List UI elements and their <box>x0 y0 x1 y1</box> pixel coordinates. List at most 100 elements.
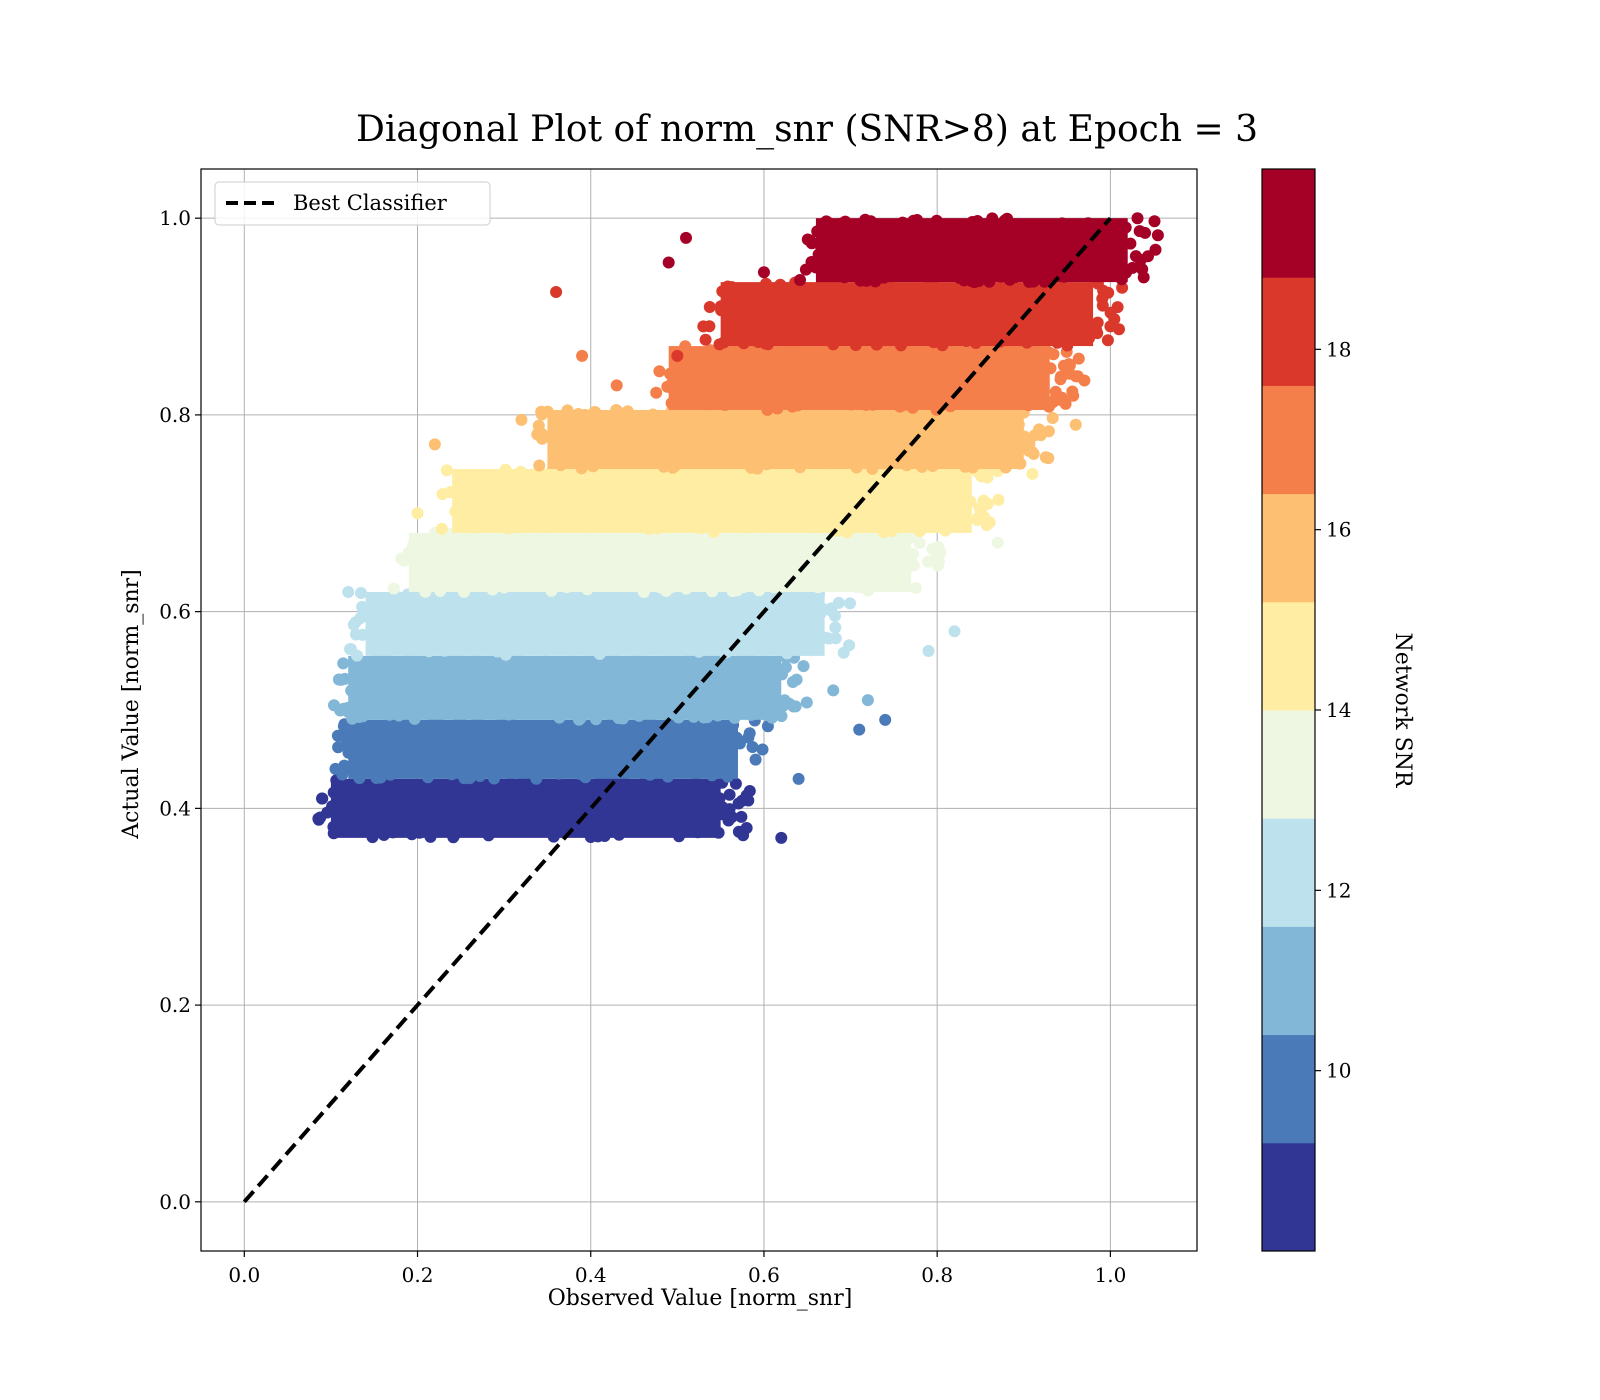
scatter-point <box>1031 326 1044 339</box>
scatter-point-outlier <box>775 831 788 844</box>
scatter-point-outlier <box>402 546 415 559</box>
scatter-point <box>413 797 426 810</box>
scatter-point <box>506 803 519 815</box>
scatter-point <box>964 495 977 508</box>
scatter-point <box>776 533 789 546</box>
scatter-point <box>422 815 435 828</box>
scatter-point <box>904 476 917 489</box>
scatter-point <box>969 337 982 349</box>
scatter-point <box>618 495 630 508</box>
scatter-point <box>767 302 780 315</box>
scatter-point <box>746 490 759 503</box>
scatter-point <box>414 641 426 654</box>
scatter-point <box>664 367 676 380</box>
scatter-point <box>1061 339 1074 352</box>
scatter-point <box>691 798 704 811</box>
scatter-point-outlier <box>1078 374 1091 387</box>
scatter-point <box>1084 251 1097 264</box>
scatter-point <box>852 354 865 367</box>
scatter-point <box>498 642 510 655</box>
scatter-point <box>829 621 842 634</box>
scatter-point <box>831 476 844 489</box>
scatter-point <box>531 594 544 607</box>
scatter-point <box>339 732 352 745</box>
scatter-point <box>612 733 625 746</box>
scatter-point <box>537 687 550 700</box>
scatter-point <box>929 250 941 263</box>
scatter-point <box>916 294 929 307</box>
scatter-point <box>711 709 724 722</box>
scatter-point <box>602 477 615 489</box>
scatter-point <box>555 766 568 778</box>
scatter-point <box>1129 250 1142 263</box>
scatter-point <box>743 727 756 740</box>
scatter-point <box>783 518 795 531</box>
scatter-point <box>488 631 501 644</box>
scatter-point <box>1015 259 1028 272</box>
scatter-point <box>850 461 863 474</box>
scatter-point <box>913 537 926 550</box>
scatter-point <box>861 412 874 425</box>
scatter-point <box>865 386 877 399</box>
scatter-point <box>582 557 595 570</box>
scatter-point <box>769 579 782 592</box>
scatter-point-outlier <box>740 822 753 835</box>
scatter-point-outlier <box>879 713 892 726</box>
scatter-point <box>469 665 482 678</box>
scatter-point <box>642 523 655 535</box>
scatter-point <box>492 720 505 733</box>
scatter-point <box>623 661 636 673</box>
y-tick-label: 0.6 <box>159 600 191 624</box>
scatter-point <box>671 510 684 523</box>
scatter-point <box>435 660 448 673</box>
scatter-point <box>900 459 913 472</box>
y-tick-label: 0.4 <box>159 796 191 820</box>
scatter-point <box>891 470 904 483</box>
scatter-point <box>741 457 753 470</box>
scatter-point-outlier <box>1104 320 1117 333</box>
scatter-point <box>1059 397 1072 410</box>
scatter-point <box>677 383 690 396</box>
scatter-point <box>578 494 591 507</box>
scatter-point <box>1025 232 1038 245</box>
scatter-point <box>808 521 821 534</box>
scatter-point <box>1119 221 1132 234</box>
scatter-point <box>913 258 926 271</box>
scatter-point <box>1000 432 1013 445</box>
scatter-point <box>401 626 414 639</box>
scatter-point <box>596 783 609 796</box>
scatter-point <box>774 278 787 291</box>
scatter-point <box>724 576 736 589</box>
scatter-point <box>1083 317 1095 330</box>
scatter-point <box>545 584 558 597</box>
scatter-point <box>746 395 759 408</box>
scatter-point <box>644 540 657 552</box>
scatter-point <box>533 459 546 472</box>
scatter-point <box>576 435 589 448</box>
scatter-point <box>1142 250 1154 263</box>
scatter-point <box>363 758 376 771</box>
scatter-point <box>875 311 888 323</box>
scatter-point <box>706 618 719 631</box>
scatter-point <box>696 732 709 744</box>
scatter-point <box>420 664 433 677</box>
scatter-point <box>623 743 636 756</box>
scatter-point <box>936 339 949 352</box>
scatter-point <box>666 383 679 395</box>
scatter-point <box>975 470 988 483</box>
scatter-point <box>558 565 571 578</box>
scatter-point <box>1024 297 1037 310</box>
scatter-point <box>866 297 879 310</box>
scatter-point <box>641 667 654 680</box>
scatter-point <box>371 792 384 805</box>
scatter-point <box>525 702 538 715</box>
scatter-point <box>696 455 709 468</box>
scatter-point <box>405 740 418 753</box>
scatter-point <box>721 599 734 612</box>
scatter-point <box>453 654 466 667</box>
scatter-point <box>743 378 756 391</box>
scatter-point <box>939 524 952 537</box>
scatter-point <box>621 535 634 547</box>
scatter-point <box>775 710 788 723</box>
scatter-point <box>646 408 659 421</box>
